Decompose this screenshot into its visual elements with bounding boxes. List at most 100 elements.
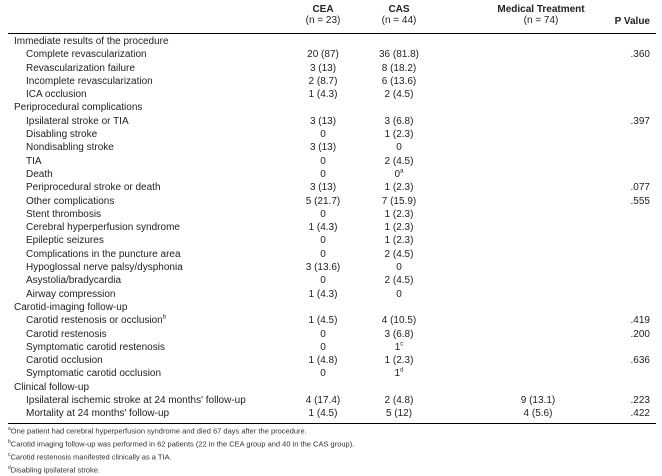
row-label: Periprocedural stroke or death: [26, 181, 161, 194]
cell-cas-value: 1: [394, 341, 401, 353]
cell-p-value: .397: [630, 115, 650, 127]
row-label: Carotid restenosis or occlusionb: [26, 314, 166, 327]
section-row: Immediate results of the procedure: [8, 35, 656, 48]
row-label: Cerebral hyperperfusion syndrome: [26, 221, 180, 234]
row-label-text: Complete revascularization: [26, 49, 147, 61]
cell-cea-value: 1 (4.5): [308, 408, 338, 420]
row-label-text: Complications in the puncture area: [26, 248, 181, 260]
footnote-text: Carotid imaging follow-up was performed …: [10, 439, 355, 449]
row-label: Airway compression: [26, 288, 115, 301]
cell-cas: 4 (10.5): [369, 314, 429, 327]
cell-cas-value: 1 (2.3): [384, 208, 414, 220]
cell-cea-value: 0: [320, 208, 326, 220]
cell-cea: 0: [293, 248, 353, 261]
cell-cas-value: 1 (2.3): [384, 222, 414, 234]
cell-med-value: 9 (13.1): [520, 395, 556, 407]
row-label: TIA: [26, 155, 42, 168]
table-row: Carotid restenosis 0 3 (6.8) .200: [8, 328, 656, 341]
cell-cea-value: 0: [320, 168, 326, 180]
cell-cas-value: 1 (2.3): [384, 129, 414, 141]
cell-cas: 6 (13.6): [369, 75, 429, 88]
cell-cas: 0: [369, 288, 429, 301]
header-medical-n: (n = 74): [523, 15, 559, 26]
table-row: Periprocedural stroke or death 3 (13) 1 (2…: [8, 181, 656, 194]
cell-cas-value: 0: [396, 142, 402, 154]
cell-cea: 0: [293, 155, 353, 168]
row-label-text: Disabling stroke: [26, 129, 98, 141]
row-label-text: Nondisabling stroke: [26, 142, 114, 154]
cell-p-value: .200: [630, 328, 650, 340]
cell-cea-value: 3 (13.6): [305, 262, 341, 274]
cell-cea-value: 0: [320, 328, 326, 340]
table-row: Incomplete revascularization 2 (8.7) 6 (13…: [8, 75, 656, 88]
cell-cea-value: 1 (4.3): [308, 89, 338, 101]
table-row: Hypoglossal nerve palsy/dysphonia 3 (13.6…: [8, 261, 656, 274]
cell-p-value: .077: [630, 182, 650, 194]
cell-cas: 1 (2.3): [369, 181, 429, 194]
row-label: Epileptic seizures: [26, 234, 104, 247]
cell-cas: 2 (4.5): [369, 274, 429, 287]
header-cas: CAS (n = 44): [364, 4, 434, 26]
row-label: Asystolia/bradycardia: [26, 274, 121, 287]
cell-med: 9 (13.1): [508, 394, 568, 407]
row-label: Nondisabling stroke: [26, 141, 114, 154]
row-label-text: Revascularization failure: [26, 62, 135, 74]
footnote-mark: a: [400, 168, 404, 175]
header-cas-name: CAS: [388, 4, 410, 15]
footnote: aOne patient had cerebral hyperperfusion…: [8, 424, 354, 437]
row-label: Death: [26, 168, 53, 181]
footnote-text: One patient had cerebral hyperperfusion …: [10, 426, 307, 436]
row-label: Other complications: [26, 195, 114, 208]
cell-cea: 0: [293, 234, 353, 247]
row-label-text: TIA: [26, 155, 42, 167]
footnote-mark: d: [8, 465, 11, 471]
row-label-text: Carotid restenosis or occlusion: [26, 315, 163, 327]
cell-cea: 20 (87): [293, 48, 353, 61]
cell-cea-value: 0: [320, 155, 326, 167]
section-label: Periprocedural complications: [14, 101, 142, 114]
cell-cea: 0: [293, 274, 353, 287]
table-row: Symptomatic carotid restenosis 0 1c: [8, 341, 656, 354]
table-row: Ipsilateral ischemic stroke at 24 months…: [8, 394, 656, 407]
row-label-text: Carotid restenosis: [26, 328, 107, 340]
cell-cas: 7 (15.9): [369, 195, 429, 208]
cell-cea: 1 (4.3): [293, 288, 353, 301]
cell-cea: 0: [293, 208, 353, 221]
cell-cea: 3 (13): [293, 141, 353, 154]
cell-cas-value: 5 (12): [385, 408, 413, 420]
table-row: Ipsilateral stroke or TIA 3 (13) 3 (6.8) .3…: [8, 115, 656, 128]
row-label-text: Ipsilateral stroke or TIA: [26, 115, 129, 127]
cell-cas: 3 (6.8): [369, 328, 429, 341]
cell-cas-value: 2 (4.5): [384, 155, 414, 167]
row-label: Revascularization failure: [26, 62, 135, 75]
cell-cas: 1 (2.3): [369, 221, 429, 234]
footnotes: aOne patient had cerebral hyperperfusion…: [8, 424, 354, 476]
cell-p-value: .223: [630, 395, 650, 407]
row-label-text: ICA occlusion: [26, 89, 87, 101]
row-label: Disabling stroke: [26, 128, 97, 141]
table-body: Immediate results of the procedure Comple…: [8, 34, 656, 424]
cell-cas-value: 2 (4.8): [384, 395, 414, 407]
row-label-text: Symptomatic carotid occlusion: [26, 368, 162, 380]
row-label-text: Hypoglossal nerve palsy/dysphonia: [26, 262, 183, 274]
header-medical: Medical Treatment (n = 74): [486, 4, 596, 26]
footnote-text: Disabling ipsilateral stroke.: [10, 465, 100, 475]
row-label: Complications in the puncture area: [26, 248, 181, 261]
header-p-value: P Value: [614, 16, 650, 27]
row-label: Ipsilateral ischemic stroke at 24 months…: [26, 394, 246, 407]
table-row: Asystolia/bradycardia 0 2 (4.5): [8, 274, 656, 287]
table-row: TIA 0 2 (4.5): [8, 155, 656, 168]
row-label: Incomplete revascularization: [26, 75, 153, 88]
row-label: Mortality at 24 months' follow-up: [26, 407, 169, 420]
table-row: Complications in the puncture area 0 2 (4.…: [8, 248, 656, 261]
table-row: Revascularization failure 3 (13) 8 (18.2): [8, 62, 656, 75]
cell-cas-value: 2 (4.5): [384, 275, 414, 287]
table-row: ICA occlusion 1 (4.3) 2 (4.5): [8, 88, 656, 101]
cell-cas: 2 (4.5): [369, 155, 429, 168]
row-label: Carotid restenosis: [26, 328, 107, 341]
cell-cea: 1 (4.3): [293, 88, 353, 101]
cell-cas-value: 0: [396, 262, 402, 274]
row-label-text: Clinical follow-up: [14, 381, 90, 393]
cell-cas-value: 3 (6.8): [384, 115, 414, 127]
table-row: Airway compression 1 (4.3) 0: [8, 288, 656, 301]
